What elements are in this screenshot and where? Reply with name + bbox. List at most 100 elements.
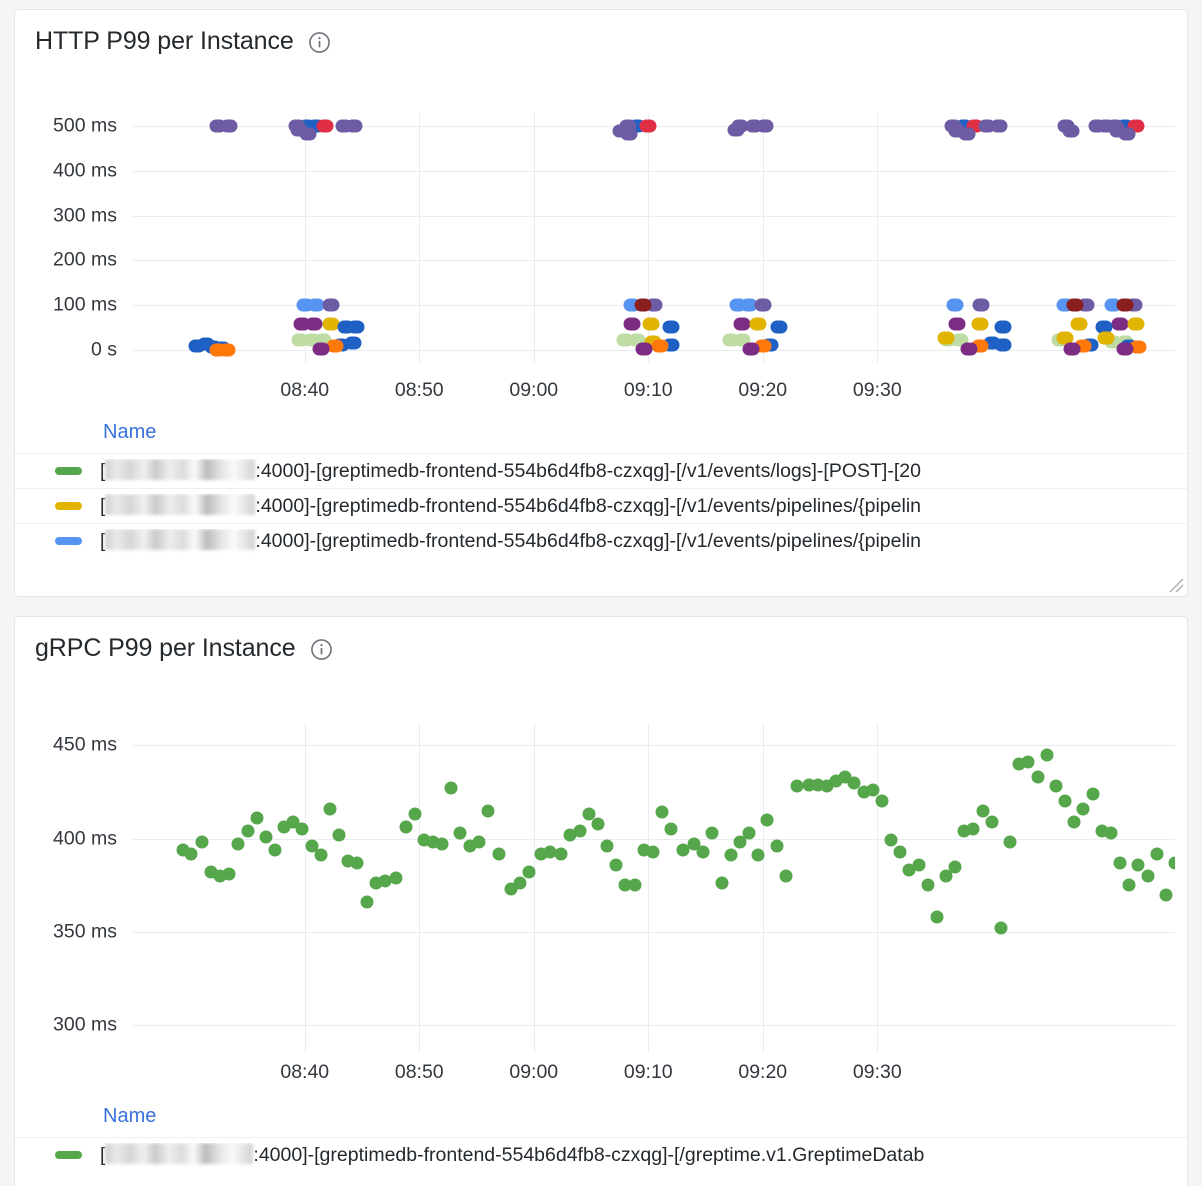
data-point bbox=[971, 317, 989, 331]
gridline-vertical bbox=[877, 113, 878, 363]
data-point bbox=[1168, 856, 1175, 870]
data-point bbox=[399, 820, 413, 834]
legend-column-header-name[interactable]: Name bbox=[103, 421, 157, 443]
legend-series-text: :4000]-[greptimedb-frontend-554b6d4fb8-c… bbox=[255, 530, 922, 552]
data-point bbox=[1066, 298, 1084, 312]
data-point bbox=[307, 298, 325, 312]
data-point bbox=[344, 336, 362, 350]
data-point bbox=[634, 298, 652, 312]
data-point bbox=[322, 317, 340, 331]
data-point bbox=[609, 858, 623, 872]
panel-resize-handle[interactable] bbox=[1166, 575, 1184, 593]
data-point bbox=[472, 835, 486, 849]
data-point bbox=[705, 826, 719, 840]
data-point bbox=[435, 837, 449, 851]
gridline-horizontal bbox=[133, 1025, 1175, 1026]
data-point bbox=[742, 342, 760, 356]
gridline-vertical bbox=[648, 723, 649, 1053]
x-axis-tick-label: 09:20 bbox=[738, 379, 788, 401]
data-point bbox=[323, 802, 337, 816]
data-point bbox=[259, 830, 273, 844]
data-point bbox=[582, 807, 596, 821]
data-point bbox=[651, 339, 669, 353]
data-point bbox=[218, 343, 236, 357]
data-point bbox=[939, 869, 953, 883]
gridline-vertical bbox=[305, 723, 306, 1053]
legend-column-header-name[interactable]: Name bbox=[103, 1105, 157, 1127]
data-point bbox=[1086, 787, 1100, 801]
legend-row[interactable]: [:4000]-[greptimedb-frontend-554b6d4fb8-… bbox=[15, 523, 1187, 558]
data-point bbox=[642, 317, 660, 331]
data-point bbox=[1095, 320, 1113, 334]
legend-series-text: :4000]-[greptimedb-frontend-554b6d4fb8-c… bbox=[255, 460, 921, 482]
data-point bbox=[1070, 317, 1088, 331]
x-axis-tick-label: 09:00 bbox=[509, 379, 559, 401]
data-point bbox=[639, 119, 657, 133]
legend-color-blue bbox=[55, 537, 82, 545]
data-point bbox=[662, 320, 680, 334]
panel-header: HTTP P99 per Instance bbox=[15, 10, 1187, 54]
data-point bbox=[305, 317, 323, 331]
data-point bbox=[1122, 878, 1136, 892]
data-point bbox=[326, 339, 344, 353]
data-point bbox=[1131, 858, 1145, 872]
gridline-vertical bbox=[534, 113, 535, 363]
data-point bbox=[655, 805, 669, 819]
data-point bbox=[990, 119, 1008, 133]
data-point bbox=[1056, 331, 1074, 345]
data-point bbox=[623, 317, 641, 331]
data-point bbox=[1159, 888, 1173, 902]
legend-series-text: :4000]-[greptimedb-frontend-554b6d4fb8-c… bbox=[255, 495, 922, 517]
gridline-vertical bbox=[648, 113, 649, 363]
info-circle-icon[interactable] bbox=[310, 638, 333, 661]
data-point bbox=[994, 338, 1012, 352]
gridline-horizontal bbox=[133, 745, 1175, 746]
data-point bbox=[1003, 835, 1017, 849]
data-point bbox=[1076, 802, 1090, 816]
panel-grpc: gRPC P99 per Instance 450 ms 400 ms 350 ms 3… bbox=[14, 616, 1188, 1186]
data-point bbox=[696, 845, 710, 859]
data-point bbox=[360, 895, 374, 909]
y-axis-tick-label: 300 ms bbox=[53, 204, 117, 227]
data-point bbox=[676, 843, 690, 857]
legend-row[interactable]: [:4000]-[greptimedb-frontend-554b6d4fb8-… bbox=[15, 453, 1187, 488]
data-point bbox=[184, 847, 198, 860]
gridline-vertical bbox=[763, 723, 764, 1053]
data-point bbox=[268, 843, 282, 857]
redacted-ip-address bbox=[105, 529, 256, 550]
data-point bbox=[756, 119, 774, 133]
legend-series-text: :4000]-[greptimedb-frontend-554b6d4fb8-c… bbox=[253, 1144, 925, 1166]
data-point bbox=[948, 860, 962, 874]
data-point bbox=[299, 127, 317, 141]
legend-http: Name [:4000]-[greptimedb-frontend-554b6d4… bbox=[15, 419, 1187, 558]
panel-header: gRPC P99 per Instance bbox=[15, 617, 1187, 661]
data-point bbox=[646, 845, 660, 859]
data-point bbox=[847, 776, 861, 790]
legend-series-label: [:4000]-[greptimedb-frontend-554b6d4fb8-… bbox=[100, 459, 921, 482]
data-point bbox=[1113, 856, 1127, 870]
y-axis-tick-label: 300 ms bbox=[53, 1013, 117, 1036]
y-axis-tick-label: 400 ms bbox=[53, 159, 117, 182]
x-axis-tick-label: 08:50 bbox=[394, 1061, 444, 1083]
data-point bbox=[222, 867, 236, 881]
info-circle-icon[interactable] bbox=[308, 31, 331, 54]
x-axis-tick-label: 08:40 bbox=[280, 379, 330, 401]
data-point bbox=[754, 298, 772, 312]
data-point bbox=[1141, 869, 1155, 883]
gridline-horizontal bbox=[133, 839, 1175, 840]
data-point bbox=[733, 835, 747, 849]
gridline-vertical bbox=[419, 113, 420, 363]
legend-row[interactable]: [:4000]-[greptimedb-frontend-554b6d4fb8-… bbox=[15, 488, 1187, 523]
data-point bbox=[635, 342, 653, 356]
data-point bbox=[573, 824, 587, 838]
data-point bbox=[937, 331, 955, 345]
data-point bbox=[770, 839, 784, 853]
legend-row[interactable]: [:4000]-[greptimedb-frontend-554b6d4fb8-… bbox=[15, 1137, 1187, 1172]
data-point bbox=[600, 839, 614, 853]
y-axis-tick-label: 500 ms bbox=[53, 114, 117, 137]
data-point bbox=[1058, 794, 1072, 808]
data-point bbox=[884, 833, 898, 847]
data-point bbox=[972, 298, 990, 312]
redacted-ip-address bbox=[105, 494, 256, 515]
